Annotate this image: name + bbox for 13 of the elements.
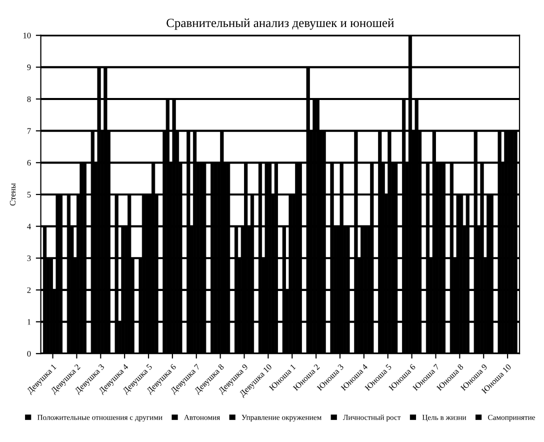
y-tick-label: 9 [27, 64, 31, 70]
y-tick-label: 6 [27, 160, 31, 166]
y-tick-label: 0 [27, 350, 31, 357]
y-tick-label: 2 [27, 287, 31, 293]
chart-title: Сравнительный анализ девушек и юношей [166, 18, 394, 30]
y-tick-label: 3 [27, 256, 31, 262]
y-tick-label: 1 [28, 319, 31, 325]
y-tick-label: 5 [27, 192, 31, 198]
y-tick-label: 4 [27, 224, 31, 230]
y-tick-label: 7 [27, 128, 31, 134]
y-tick-label: 8 [27, 96, 31, 102]
y-tick-label: 10 [23, 32, 31, 38]
y-axis-title: Стены [10, 183, 16, 206]
